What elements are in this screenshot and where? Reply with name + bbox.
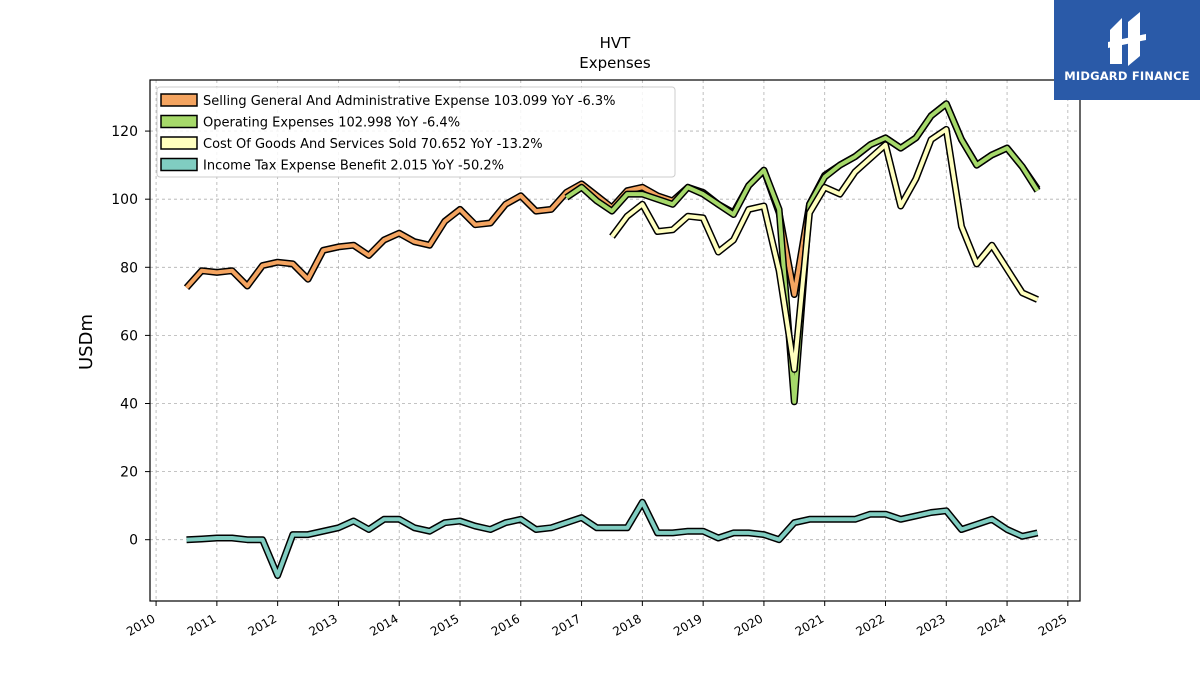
axis-ticks: 2010 2011 2012 2013 2014 2015 2016 2017 2018 2019… (111, 124, 1069, 639)
x-tick-label: 2024 (975, 611, 1008, 638)
series-line (610, 127, 1039, 372)
y-tick-label: 60 (120, 328, 138, 344)
chart-subtitle: Expenses (579, 54, 651, 72)
x-tick-label: 2010 (124, 611, 157, 638)
x-tick-label: 2021 (793, 611, 826, 638)
series-lines (183, 100, 1041, 579)
legend-swatch (160, 157, 198, 172)
x-tick-label: 2023 (914, 611, 947, 638)
logo-text: MIDGARD FINANCE (1064, 69, 1190, 83)
y-tick-label: 120 (111, 124, 138, 140)
plot-frame (149, 79, 1081, 602)
x-tick-label: 2013 (306, 611, 339, 638)
series-income-tax-expense-benefit (186, 498, 1039, 579)
y-tick-label: 100 (111, 192, 138, 208)
x-tick-label: 2016 (489, 611, 522, 638)
legend: Selling General And Administrative Expen… (156, 86, 676, 178)
legend-swatch (160, 93, 198, 107)
x-tick-label: 2019 (671, 611, 704, 638)
x-tick-label: 2011 (185, 611, 218, 638)
series-line (186, 500, 1038, 578)
legend-label: Income Tax Expense Benefit 2.015 YoY -50… (203, 159, 504, 174)
legend-label: Operating Expenses 102.998 YoY -6.4% (203, 116, 460, 131)
legend-swatch (160, 114, 198, 129)
x-tick-label: 2022 (854, 611, 887, 638)
y-tick-label: 0 (129, 533, 138, 549)
series-cost-of-goods-and-services-sold (609, 125, 1039, 373)
x-tick-label: 2017 (550, 611, 583, 638)
x-tick-label: 2025 (1036, 611, 1069, 638)
x-tick-label: 2020 (732, 611, 765, 638)
legend-label: Cost Of Goods And Services Sold 70.652 Y… (203, 137, 543, 152)
brand-logo: MIDGARD FINANCE (1054, 0, 1200, 100)
y-tick-label: 80 (120, 260, 138, 276)
y-tick-label: 40 (120, 396, 138, 412)
legend-swatch (160, 136, 198, 150)
y-axis-label: USDm (76, 314, 97, 370)
logo-mark-icon (1108, 12, 1146, 66)
x-tick-label: 2015 (428, 611, 461, 638)
legend-label: Selling General And Administrative Expen… (203, 94, 616, 109)
x-tick-label: 2018 (610, 611, 643, 638)
legend-box (156, 86, 676, 178)
y-tick-label: 20 (120, 465, 138, 481)
chart-title: HVT (600, 34, 632, 52)
series-line-outline (186, 498, 1039, 579)
x-tick-label: 2014 (367, 611, 400, 638)
x-tick-label: 2012 (246, 611, 279, 638)
